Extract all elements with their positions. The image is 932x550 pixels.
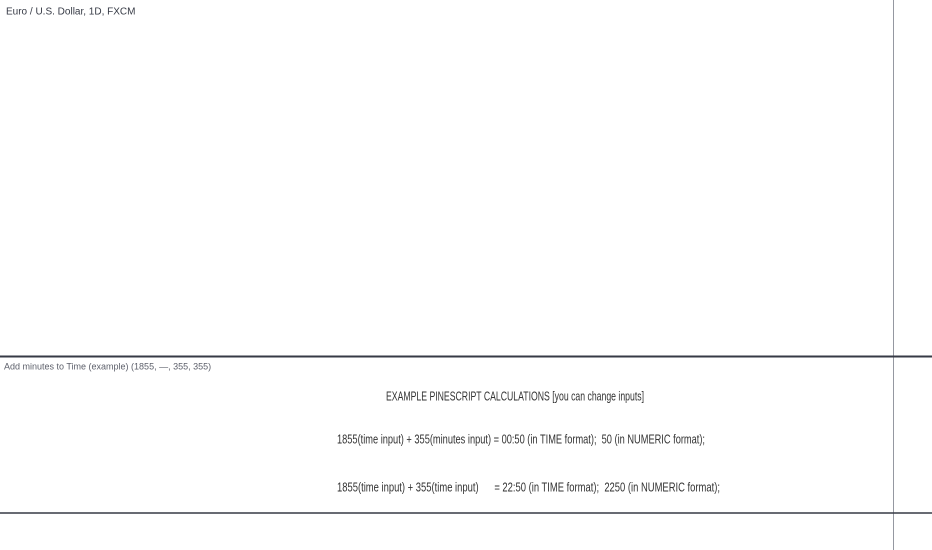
indicator-legend: Add minutes to Time (example) (1855, —, … xyxy=(4,361,211,371)
annotation-line: 1855(time input) + 355(time input) = 22:… xyxy=(337,479,720,494)
annotation-line: 1855(time input) + 355(minutes input) = … xyxy=(337,431,705,446)
annotation-title: EXAMPLE PINESCRIPT CALCULATIONS [you can… xyxy=(386,388,644,403)
symbol-title: Euro / U.S. Dollar, 1D, FXCM xyxy=(6,7,135,18)
